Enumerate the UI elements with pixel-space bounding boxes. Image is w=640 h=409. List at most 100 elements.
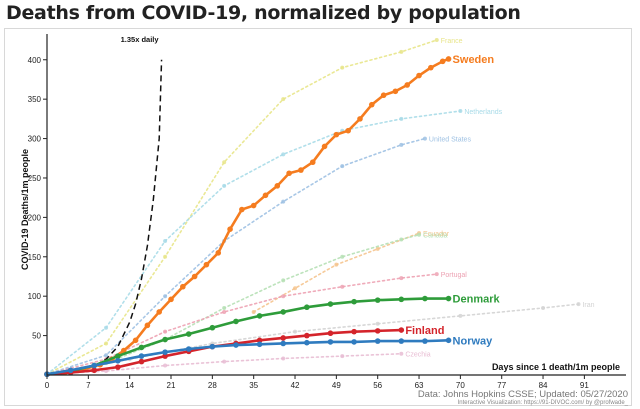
series-point [281,278,286,283]
series-point [351,328,357,335]
series-point [327,301,334,307]
credit-note: Interactive Visualization: https://91-DI… [457,400,628,406]
series-label: Portugal [441,272,468,279]
series-point [417,232,422,237]
series-point [445,56,452,62]
series-point [115,364,121,370]
series-point [281,294,286,299]
series-line [47,39,438,375]
series-point [351,339,357,345]
x-tick-label: 49 [332,381,341,390]
series-label: France [441,38,463,45]
series-point [399,116,404,121]
series-point [67,367,74,374]
series-line [46,339,449,376]
y-tick-label: 100 [28,292,42,301]
series-point [222,359,227,364]
series-line [46,328,402,376]
x-tick-label: 14 [125,381,134,390]
chart-frame [4,28,632,406]
series-point [280,335,287,341]
series-point [91,362,98,369]
series-point [541,306,546,311]
series-point [250,202,257,209]
x-tick-label: 63 [415,381,424,390]
series-label: Sweden [453,54,495,66]
series-point [375,321,380,326]
x-tick-label: 56 [373,381,382,390]
series-point [281,356,286,361]
series-point [304,339,310,346]
series-point [163,239,168,244]
series-point [227,226,233,233]
series-point [398,296,405,303]
series-point [281,97,286,102]
series-point [233,318,239,325]
series-point [168,296,174,303]
series-point [345,127,351,134]
series-point [222,306,227,311]
series-point [180,283,186,290]
series-point [439,58,446,65]
series-point [222,183,227,188]
series-point [340,164,345,169]
series-point [434,38,439,43]
series-point [304,332,310,339]
x-axis-label: Days since 1 death/1m people [492,362,620,372]
series-point [115,358,121,364]
series-line [47,137,426,375]
series-point [398,327,405,333]
series-point [281,152,286,157]
series-point [91,367,98,374]
series-point [576,302,581,307]
x-tick-label: 7 [86,381,91,390]
source-note: Data: Johns Hopkins CSSE; Updated: 05/27… [417,389,628,400]
y-tick-label: 300 [28,135,42,144]
series-point [374,328,381,334]
series-point [163,329,168,334]
series-point [357,116,363,122]
series-label: Denmark [453,294,501,306]
y-axis-label: COVID-19 Deaths/1m people [20,149,30,270]
series-point [399,276,404,281]
series-point [416,72,422,79]
y-tick-label: 50 [32,332,41,341]
x-tick-label: 0 [45,381,50,390]
series-point [445,337,452,344]
series-point [203,261,210,268]
series-point [458,108,463,113]
series-point [334,262,339,267]
x-tick-label: 77 [497,381,506,390]
axis-layer: 0 7 14 21 28 35 42 49 56 63 70 77 84 91 50 100 150 200 250… [20,34,626,390]
series-point [374,297,381,303]
series-point [185,346,192,352]
series-point [445,295,452,302]
series-point [428,64,434,71]
series-point [222,309,227,314]
series-point [163,254,168,259]
series-label: Ecuador [423,231,450,238]
series-label: Iran [582,302,594,309]
series-point [422,136,427,141]
series-point [156,309,162,315]
series-point [340,254,345,259]
x-tick-label: 91 [580,381,589,390]
x-tick-label: 21 [167,381,176,390]
y-tick-label: 150 [28,253,42,262]
series-point [340,65,345,70]
series-label: United States [429,137,472,144]
series-line [46,297,449,376]
x-tick-label: 70 [456,381,465,390]
series-point [209,324,216,331]
series-point [215,250,222,256]
series-point [138,358,145,365]
series-point [422,338,428,344]
series-point [321,143,328,150]
x-tick-label: 35 [249,381,258,390]
series-label: Canada [423,233,448,240]
series-label: Norway [453,335,494,347]
series-point [374,338,381,344]
series-point [138,344,145,351]
series-point [104,325,109,330]
series-line [46,57,450,376]
